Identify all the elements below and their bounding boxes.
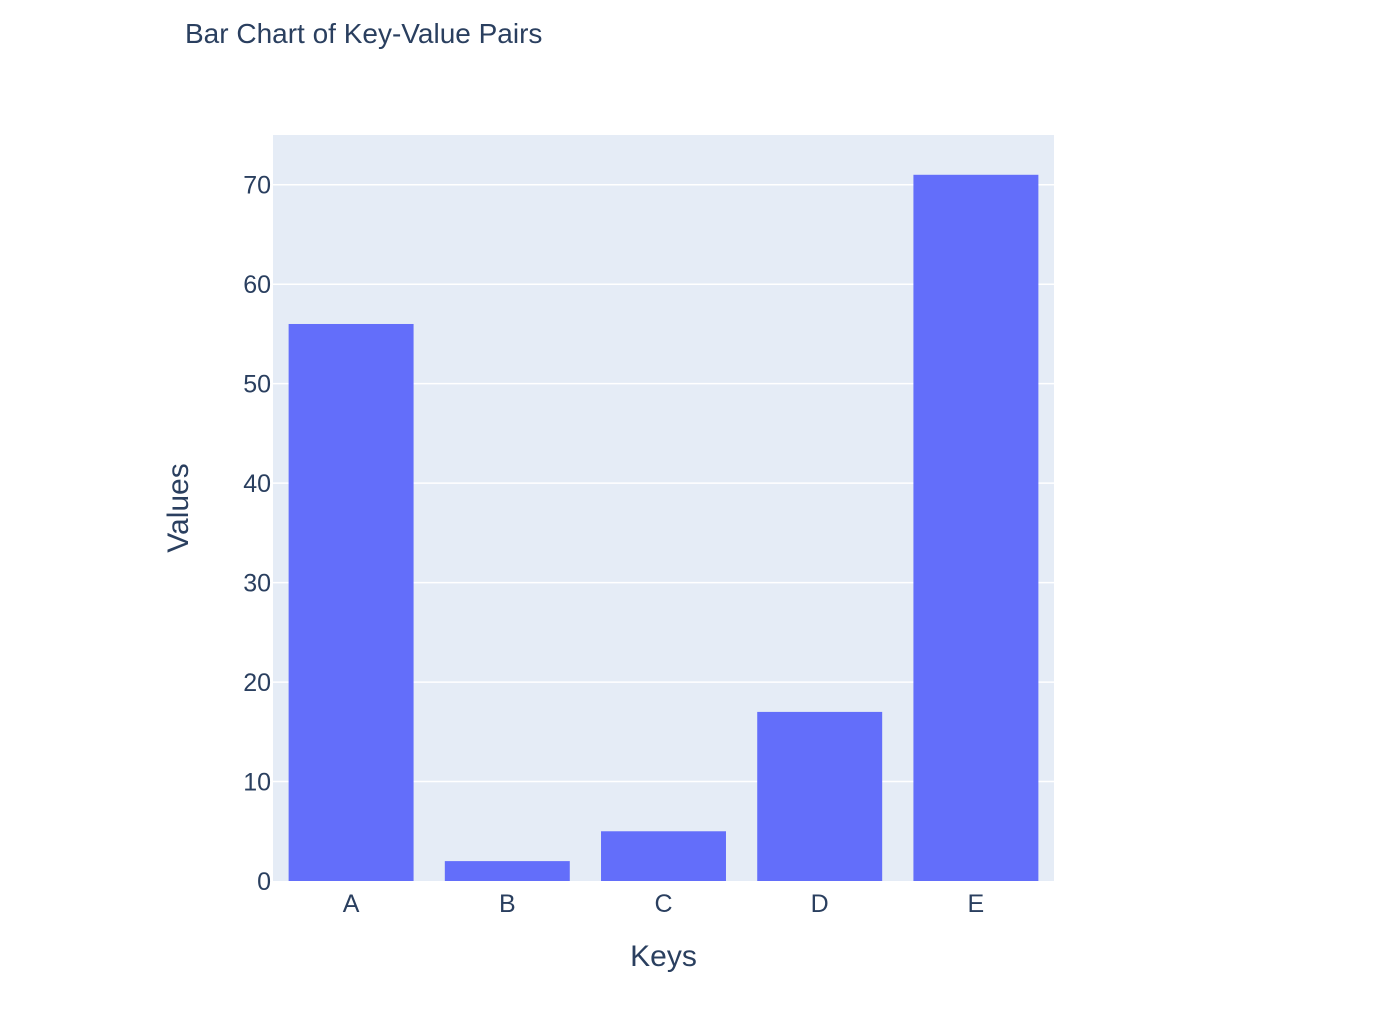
- x-tick-label: C: [654, 890, 672, 918]
- y-axis-ticks: 0 10 20 30 40 50 60 70: [243, 172, 271, 896]
- x-axis-label: Keys: [630, 940, 697, 973]
- bar-B[interactable]: [444, 861, 570, 881]
- x-tick-label: D: [811, 890, 829, 918]
- x-tick-label: E: [968, 890, 985, 918]
- y-tick-label: 10: [243, 769, 271, 797]
- y-tick-label: 70: [243, 172, 271, 200]
- x-axis-ticks: A B C D E: [343, 890, 984, 918]
- bars: [288, 174, 1039, 881]
- y-tick-label: 0: [257, 868, 271, 896]
- y-tick-label: 60: [243, 271, 271, 299]
- y-tick-label: 40: [243, 470, 271, 498]
- y-tick-label: 30: [243, 570, 271, 598]
- bar-C[interactable]: [601, 831, 726, 881]
- bar-A[interactable]: [288, 323, 414, 881]
- y-axis-label: Values: [162, 463, 195, 553]
- chart-title: Bar Chart of Key-Value Pairs: [185, 18, 543, 49]
- y-tick-label: 20: [243, 669, 271, 697]
- x-tick-label: B: [499, 890, 516, 918]
- x-tick-label: A: [343, 890, 360, 918]
- bar-D[interactable]: [757, 711, 883, 881]
- bar-E[interactable]: [913, 174, 1039, 881]
- y-tick-label: 50: [243, 371, 271, 399]
